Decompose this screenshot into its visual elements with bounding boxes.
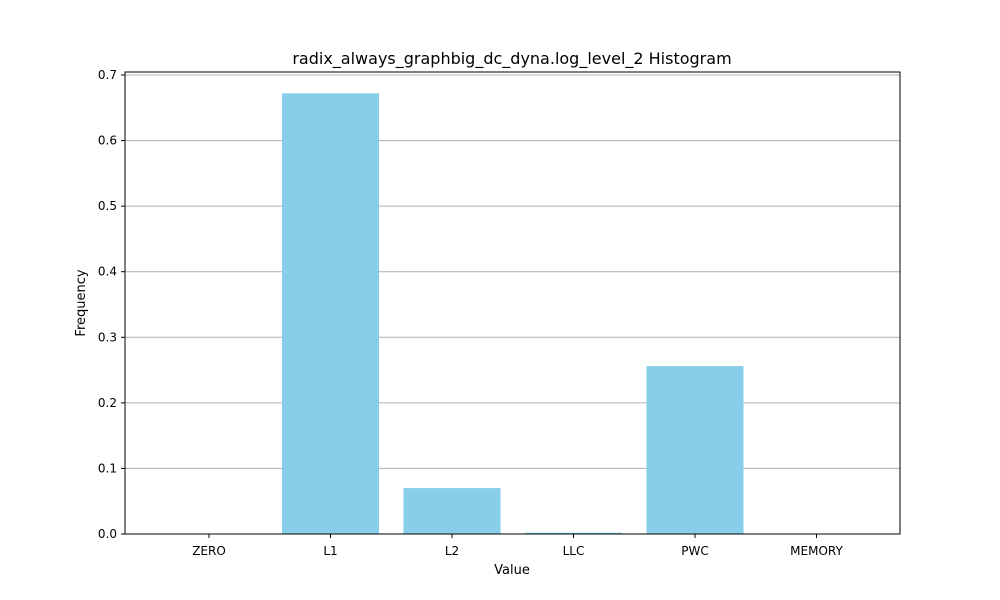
y-axis-ticks: 0.0 0.1 0.2 0.3 0.4 0.5 0.6 0.7	[98, 68, 125, 541]
bar-l2	[403, 488, 501, 534]
x-tick-label: LLC	[563, 544, 585, 558]
plot-frame	[124, 71, 901, 535]
y-tick-label: 0.5	[98, 199, 117, 213]
x-tick-label: PWC	[681, 544, 708, 558]
y-tick-label: 0.4	[98, 265, 117, 279]
grid-lines	[125, 74, 900, 469]
x-tick-label: L2	[445, 544, 459, 558]
y-axis-label: Frequency	[74, 269, 89, 336]
bars	[282, 93, 744, 535]
x-tick-label: ZERO	[192, 544, 226, 558]
x-axis-label: Value	[494, 563, 530, 578]
y-tick-label: 0.2	[98, 396, 117, 410]
axes	[124, 71, 901, 535]
y-tick-label: 0.1	[98, 461, 117, 475]
bar-llc	[525, 532, 622, 534]
y-tick-label: 0.7	[98, 68, 117, 82]
y-tick-label: 0.3	[98, 330, 117, 344]
y-tick-label: 0.0	[98, 527, 117, 541]
x-axis-ticks: ZERO L1 L2 LLC PWC MEMORY	[192, 534, 843, 558]
bar-pwc	[646, 366, 744, 534]
x-tick-label: MEMORY	[790, 544, 843, 558]
x-tick-label: L1	[323, 544, 337, 558]
chart-title: radix_always_graphbig_dc_dyna.log_level_…	[292, 49, 731, 69]
bar-l1	[282, 93, 379, 535]
y-tick-label: 0.6	[98, 134, 117, 148]
